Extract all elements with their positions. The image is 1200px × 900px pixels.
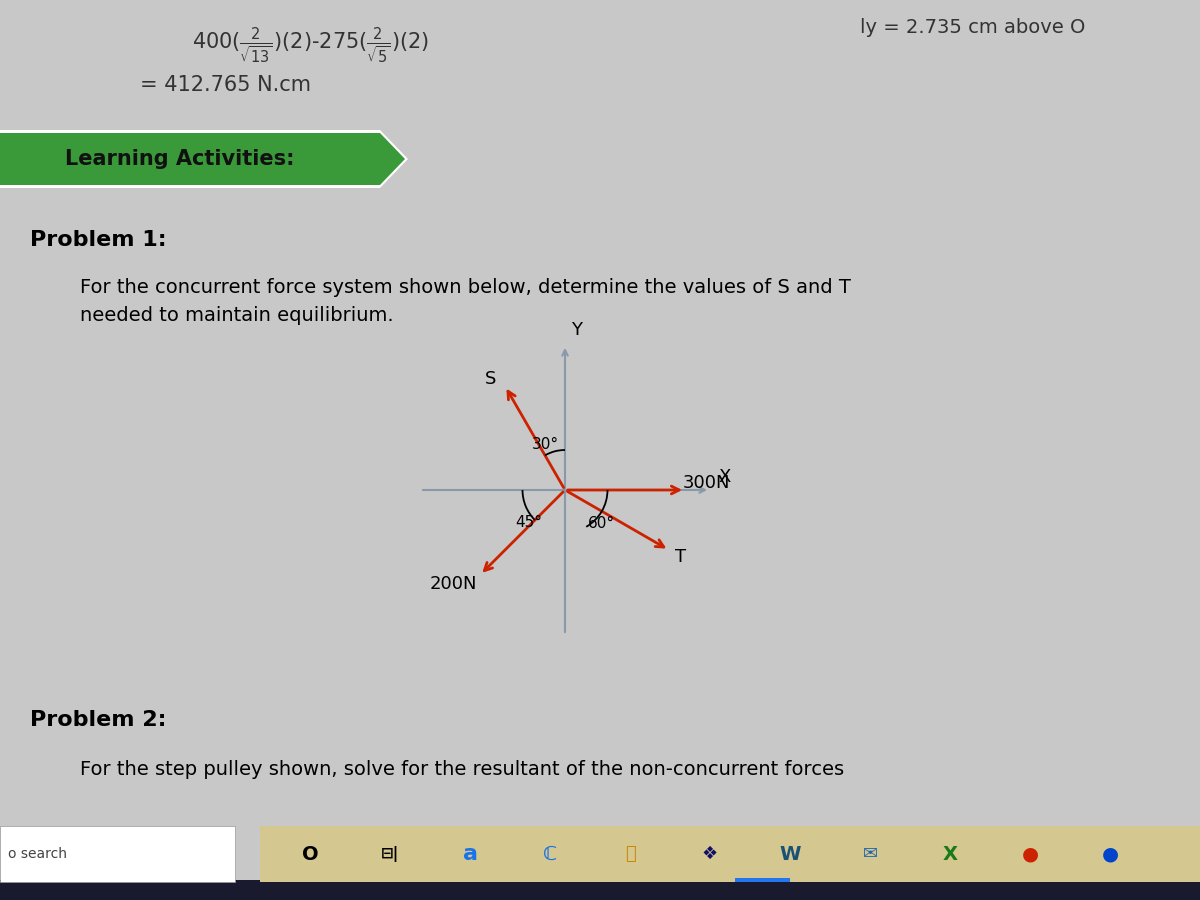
Text: 📌: 📌 bbox=[625, 845, 635, 863]
Polygon shape bbox=[0, 130, 408, 188]
Bar bbox=[734, 878, 790, 882]
Text: ✉: ✉ bbox=[863, 845, 877, 863]
Text: = 412.765 N.cm: = 412.765 N.cm bbox=[140, 75, 311, 95]
Text: ℂ: ℂ bbox=[542, 844, 557, 863]
Text: 30°: 30° bbox=[533, 436, 559, 452]
Bar bbox=[260, 826, 1200, 882]
Text: ⊟|: ⊟| bbox=[380, 846, 400, 862]
Text: Y: Y bbox=[571, 321, 582, 339]
Text: X: X bbox=[942, 844, 958, 863]
Text: 300N: 300N bbox=[683, 473, 731, 491]
Text: For the concurrent force system shown below, determine the values of S and T
nee: For the concurrent force system shown be… bbox=[80, 278, 851, 325]
Text: T: T bbox=[676, 548, 686, 566]
FancyBboxPatch shape bbox=[0, 826, 235, 882]
Text: O: O bbox=[301, 844, 318, 863]
Text: ●: ● bbox=[1102, 844, 1118, 863]
Text: 400($\frac{2}{\sqrt{13}}$)(2)-275($\frac{2}{\sqrt{5}}$)(2): 400($\frac{2}{\sqrt{13}}$)(2)-275($\frac… bbox=[192, 25, 428, 66]
Text: X: X bbox=[718, 468, 731, 486]
Text: W: W bbox=[779, 844, 800, 863]
Bar bbox=[0, 880, 1200, 900]
Text: ●: ● bbox=[1021, 844, 1038, 863]
Polygon shape bbox=[0, 133, 406, 185]
Text: Problem 2:: Problem 2: bbox=[30, 710, 167, 730]
Text: 200N: 200N bbox=[430, 575, 478, 593]
Text: Problem 1:: Problem 1: bbox=[30, 230, 167, 250]
Text: S: S bbox=[485, 370, 497, 388]
Text: For the step pulley shown, solve for the resultant of the non-concurrent forces: For the step pulley shown, solve for the… bbox=[80, 760, 844, 779]
Text: ly = 2.735 cm above O: ly = 2.735 cm above O bbox=[860, 18, 1085, 37]
Text: ❖: ❖ bbox=[702, 845, 718, 863]
Text: 60°: 60° bbox=[588, 516, 614, 531]
Text: Learning Activities:: Learning Activities: bbox=[65, 149, 295, 169]
Text: 45°: 45° bbox=[516, 515, 542, 530]
Text: a: a bbox=[462, 844, 478, 864]
Text: o search: o search bbox=[8, 847, 67, 861]
